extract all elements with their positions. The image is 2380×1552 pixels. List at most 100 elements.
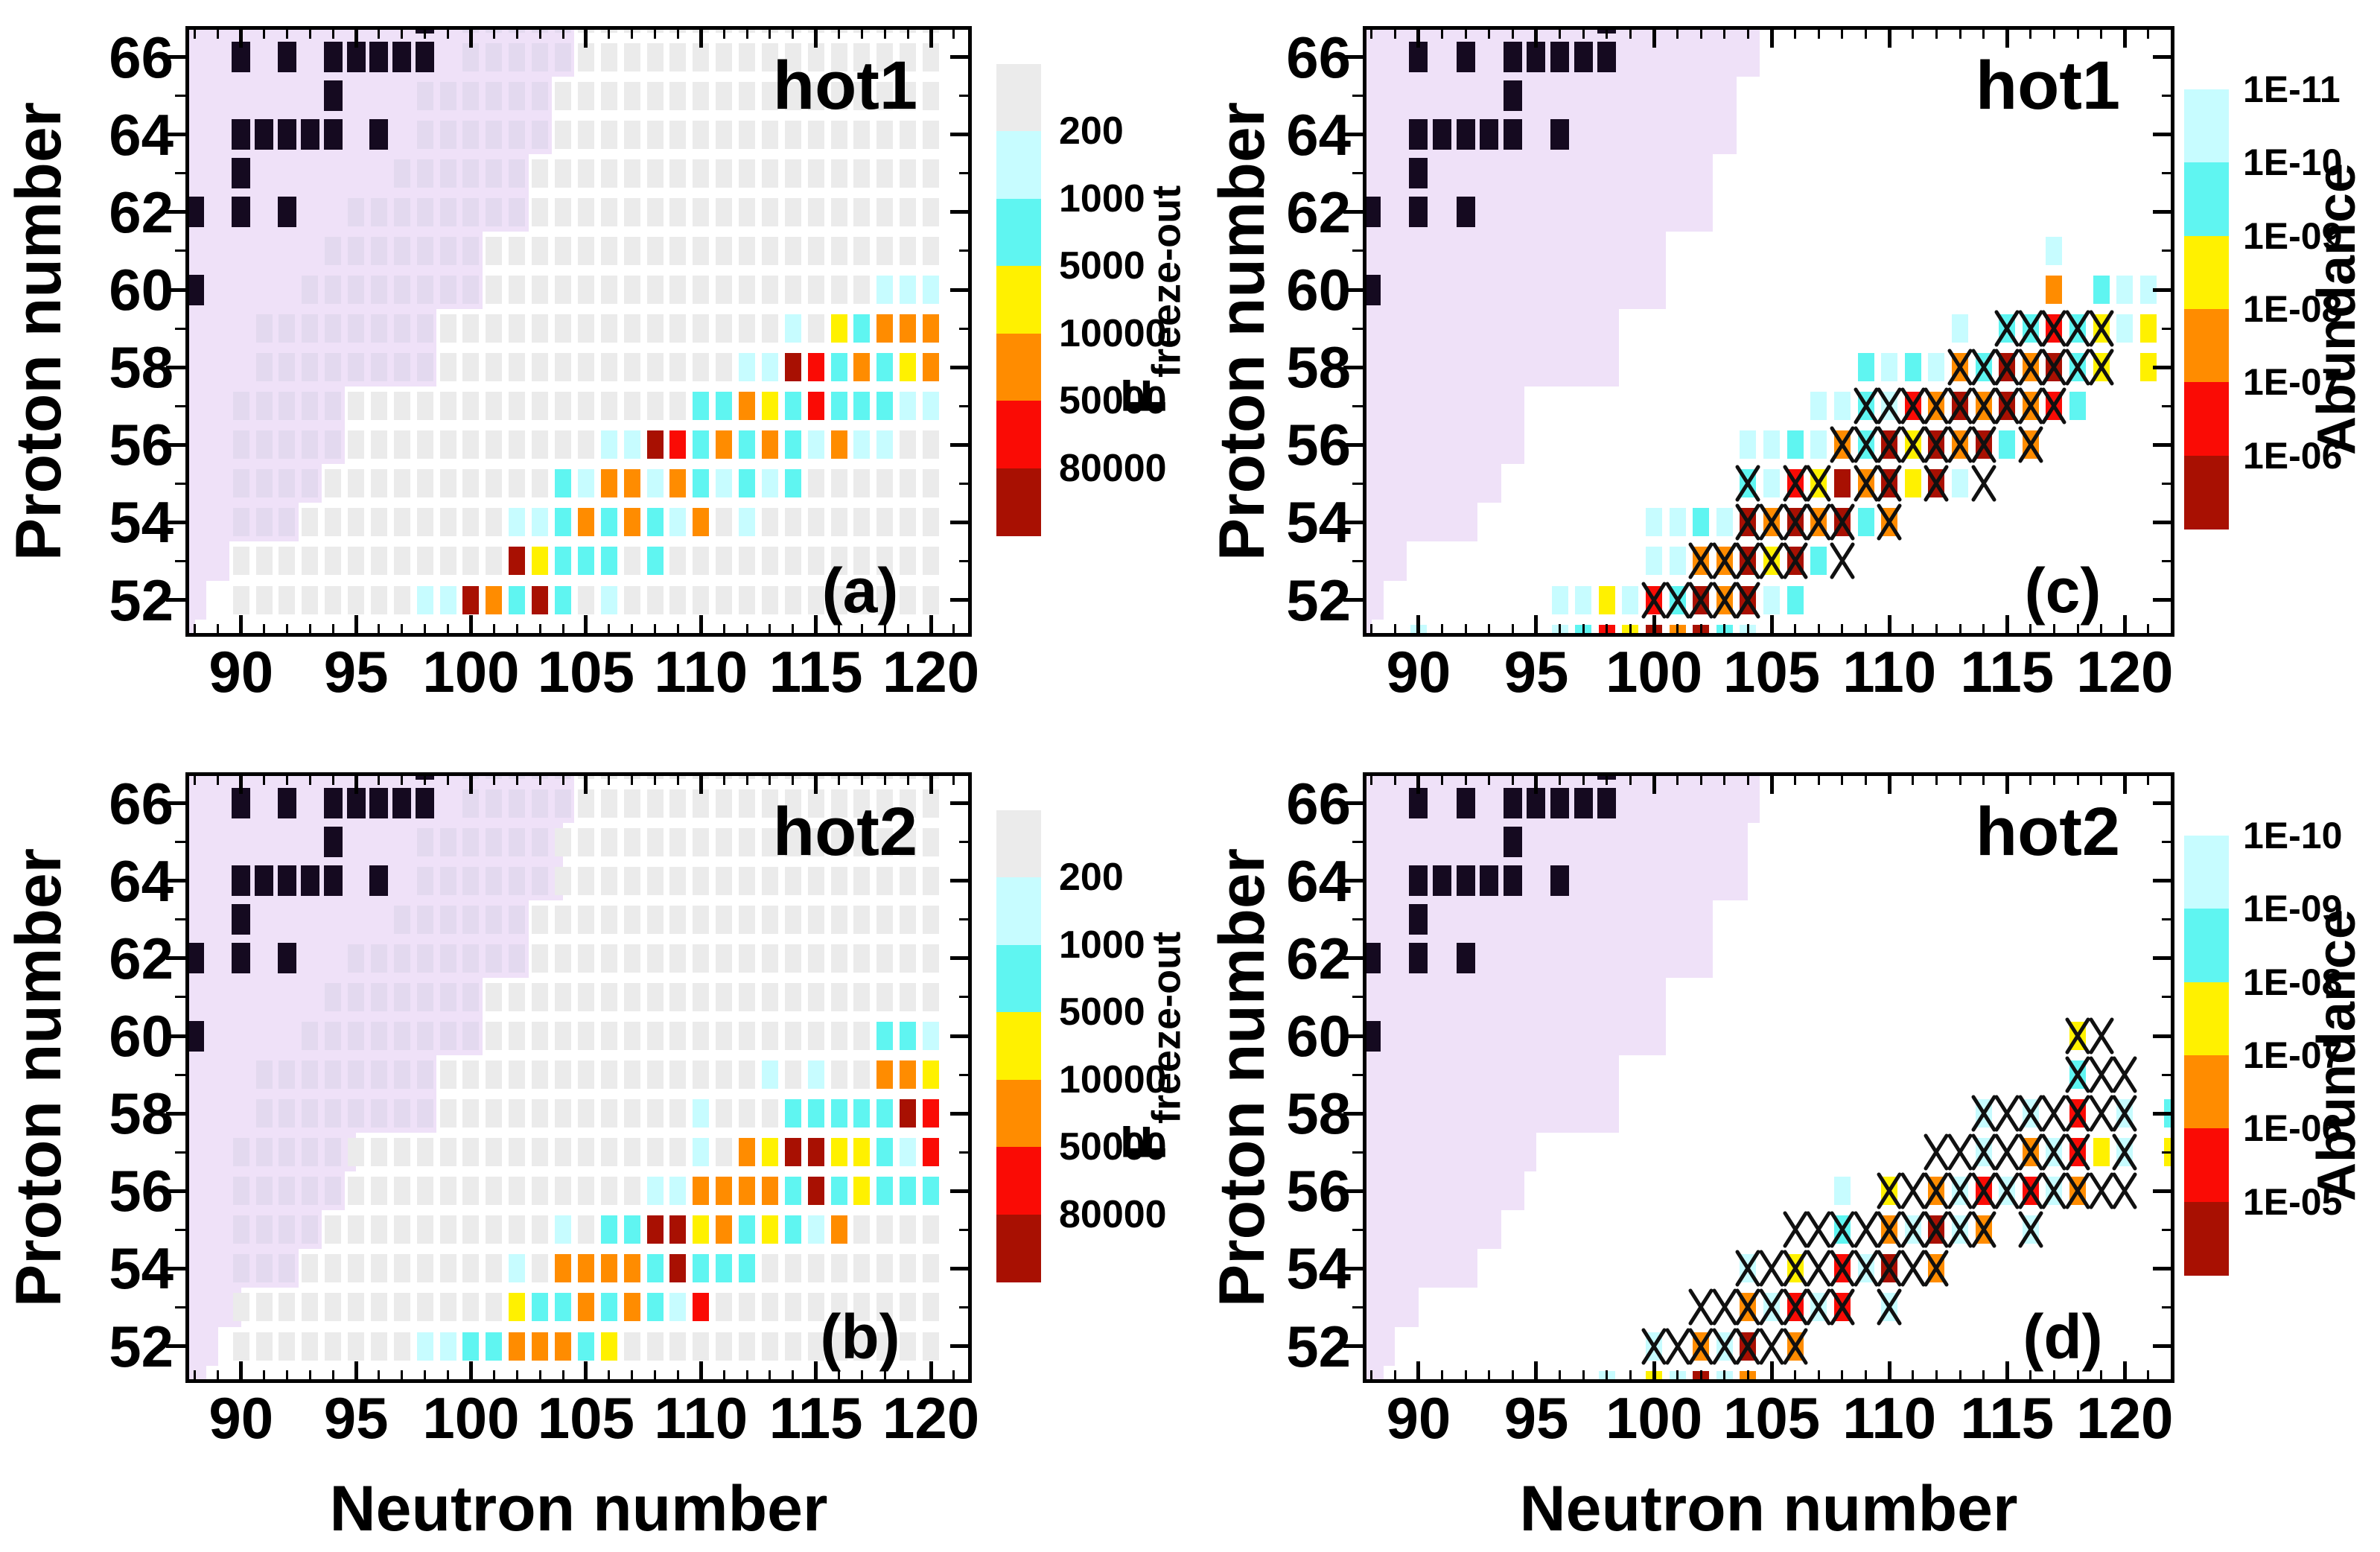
cross-mark: [1994, 1133, 2020, 1171]
grid-cell: [761, 1022, 778, 1051]
grid-cell: [555, 197, 571, 226]
y-tick: [1352, 559, 1363, 562]
grid-cell: [761, 827, 778, 856]
y-tick: [950, 210, 970, 214]
grid-cell: [577, 789, 594, 818]
x-tick: [2100, 775, 2103, 785]
grid-cell: [761, 944, 778, 973]
x-tick: [1393, 775, 1396, 785]
grid-cell: [693, 314, 710, 343]
y-tick: [1343, 956, 1363, 961]
value-cell: [923, 1177, 940, 1206]
grid-cell: [532, 430, 549, 459]
x-tick: [722, 28, 725, 39]
x-tick: [424, 775, 427, 785]
value-cell: [600, 1293, 617, 1322]
x-tick: [561, 775, 564, 785]
x-tick-label: 100: [422, 1385, 520, 1451]
grid-cell: [232, 508, 249, 537]
grid-cell: [577, 944, 594, 973]
y-tick: [2162, 172, 2172, 175]
grid-cell: [462, 866, 480, 895]
y-tick: [950, 442, 970, 447]
grid-cell: [716, 508, 733, 537]
grid-cell: [693, 585, 710, 614]
grid-cell: [876, 1254, 894, 1283]
y-tick: [959, 918, 970, 921]
grid-cell: [279, 1060, 296, 1090]
value-cell: [807, 1138, 824, 1167]
x-tick: [1511, 775, 1514, 785]
cross-mark: [1830, 1211, 1855, 1248]
y-tick: [175, 249, 185, 252]
cross-mark: [1806, 1288, 1831, 1326]
known-region-row: [1363, 503, 1477, 542]
grid-cell: [302, 585, 319, 614]
grid-cell: [348, 1060, 365, 1090]
cross-mark: [1971, 1172, 1996, 1209]
known-region-row: [1363, 580, 1384, 620]
cross-mark: [1854, 426, 1879, 463]
x-tick: [492, 775, 495, 785]
x-tick: [1769, 775, 1774, 794]
cross-mark: [1830, 503, 1855, 541]
grid-cell: [761, 1099, 778, 1128]
value-cell: [876, 430, 894, 459]
y-tick: [166, 210, 185, 214]
x-tick: [239, 1361, 244, 1381]
cross-mark: [1735, 1288, 1760, 1326]
cross-mark: [1641, 582, 1667, 619]
colorbar-label: 1E-07: [2243, 361, 2343, 404]
y-tick: [2153, 1266, 2172, 1270]
value-cell: [923, 392, 940, 421]
x-tick: [1511, 624, 1514, 635]
grid-cell: [623, 866, 640, 895]
x-tick: [745, 624, 748, 635]
x-tick: [2076, 1370, 2079, 1381]
stable-nuclide-cell: [1409, 197, 1428, 228]
grid-cell: [462, 1060, 480, 1090]
y-tick: [1352, 1073, 1363, 1076]
grid-cell: [555, 827, 571, 856]
cross-mark: [1994, 387, 2020, 424]
grid-cell: [830, 944, 847, 973]
cross-mark: [2089, 1095, 2114, 1132]
x-tick: [1534, 615, 1539, 635]
grid-cell: [807, 197, 824, 226]
cross-mark: [1994, 1172, 2020, 1209]
x-tick: [217, 624, 220, 635]
cross-mark: [1665, 1328, 1690, 1365]
x-tick: [331, 624, 334, 635]
cross-mark: [1806, 1250, 1831, 1287]
grid-cell: [669, 353, 687, 382]
cross-mark: [1877, 1172, 1902, 1209]
value-cell: [1786, 430, 1804, 459]
value-cell: [807, 353, 824, 382]
colorbar-title: Ffreeze-out: [1111, 185, 1189, 414]
grid-cell: [669, 81, 687, 110]
grid-cell: [716, 1060, 733, 1090]
grid-cell: [232, 1177, 249, 1206]
grid-cell: [462, 1293, 480, 1322]
grid-cell: [532, 159, 549, 188]
stable-nuclide-cell: [323, 827, 343, 858]
x-tick: [745, 1370, 748, 1381]
grid-cell: [853, 42, 871, 71]
value-cell: [900, 1060, 917, 1090]
stable-nuclide-cell: [185, 274, 205, 305]
grid-cell: [555, 1099, 571, 1128]
x-tick: [285, 28, 288, 39]
grid-cell: [807, 469, 824, 498]
value-cell: [623, 430, 640, 459]
y-tick: [1352, 404, 1363, 407]
stable-nuclide-cell: [185, 943, 205, 974]
x-tick: [285, 775, 288, 785]
x-tick: [584, 775, 588, 794]
cross-mark: [1877, 1211, 1902, 1248]
grid-cell: [876, 789, 894, 818]
grid-cell: [739, 585, 756, 614]
grid-cell: [853, 905, 871, 934]
value-cell: [1904, 469, 1921, 498]
grid-cell: [439, 392, 456, 421]
x-tick: [792, 28, 795, 39]
